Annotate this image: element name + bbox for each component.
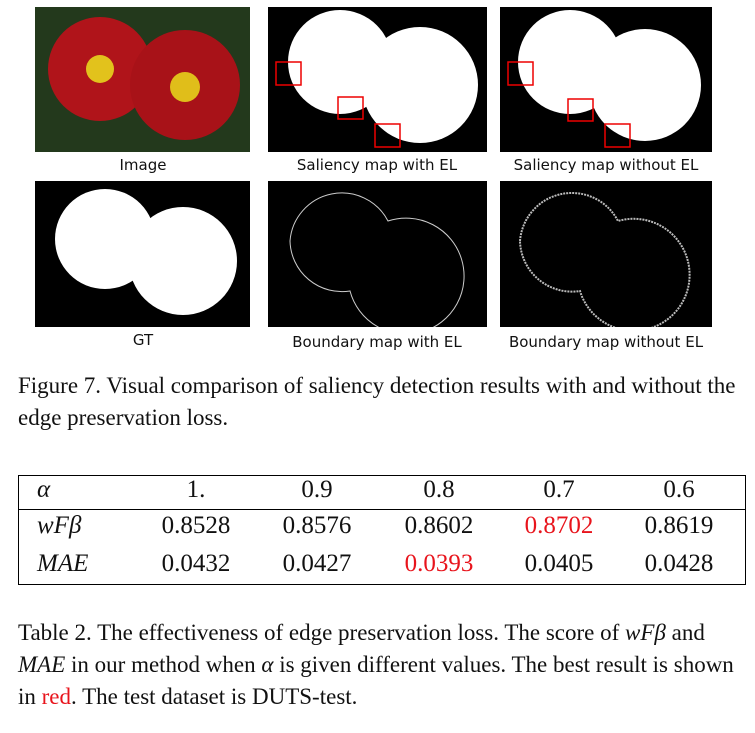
- caption-part: . The test dataset is DUTS-test.: [71, 684, 358, 709]
- table-caption: Table 2. The effectiveness of edge prese…: [18, 617, 748, 713]
- caption-part: red: [41, 684, 72, 709]
- value-cell: 0.8528: [161, 512, 231, 539]
- flower-image: [35, 7, 250, 152]
- header-cell: 0.8: [423, 476, 455, 503]
- boundary-without-el: [500, 181, 712, 327]
- caption-part: Table 2. The effectiveness of edge prese…: [18, 620, 626, 645]
- ground-truth: [35, 181, 250, 327]
- value-cell: 0.0405: [524, 550, 594, 577]
- header-label: α: [37, 476, 51, 503]
- row-label: MAE: [37, 550, 89, 577]
- saliency-without-el: [500, 7, 712, 152]
- saliency-with-el: [268, 7, 487, 152]
- caption-part: α: [261, 652, 274, 677]
- header-cell: 0.7: [543, 476, 575, 503]
- value-cell: 0.0428: [644, 550, 714, 577]
- value-cell: 0.8619: [644, 512, 714, 539]
- panel-label: Image: [119, 156, 167, 174]
- panel-label: Saliency map with EL: [296, 156, 458, 174]
- caption-part: in our method when: [65, 652, 262, 677]
- boundary-with-el: [268, 181, 487, 327]
- caption-part: and: [665, 620, 705, 645]
- value-cell: 0.8602: [404, 512, 474, 539]
- caption-part: is given different values. The best resu…: [18, 652, 734, 709]
- panel-label: GT: [132, 331, 154, 349]
- header-cell: 0.6: [663, 476, 695, 503]
- value-cell: 0.0432: [161, 550, 231, 577]
- figure-caption: Figure 7. Visual comparison of saliency …: [18, 373, 736, 430]
- panel-label: Boundary map with EL: [292, 333, 462, 351]
- panel-label: Boundary map without EL: [508, 333, 704, 351]
- panel-label: Saliency map without EL: [513, 156, 699, 174]
- caption-part: wFβ: [625, 620, 666, 645]
- row-label: wFβ: [37, 512, 82, 539]
- value-cell: 0.0393: [404, 550, 474, 577]
- results-table: α 1. 0.9 0.8 0.7 0.6 wFβ 0.8528 0.8576 0.8602 0.87…: [18, 475, 746, 585]
- header-rule: [19, 509, 745, 510]
- header-cell: 0.9: [301, 476, 333, 503]
- value-cell: 0.0427: [282, 550, 352, 577]
- value-cell: 0.8576: [282, 512, 352, 539]
- caption-part: MAE: [18, 652, 66, 677]
- header-cell: 1.: [186, 476, 206, 503]
- value-cell: 0.8702: [524, 512, 594, 539]
